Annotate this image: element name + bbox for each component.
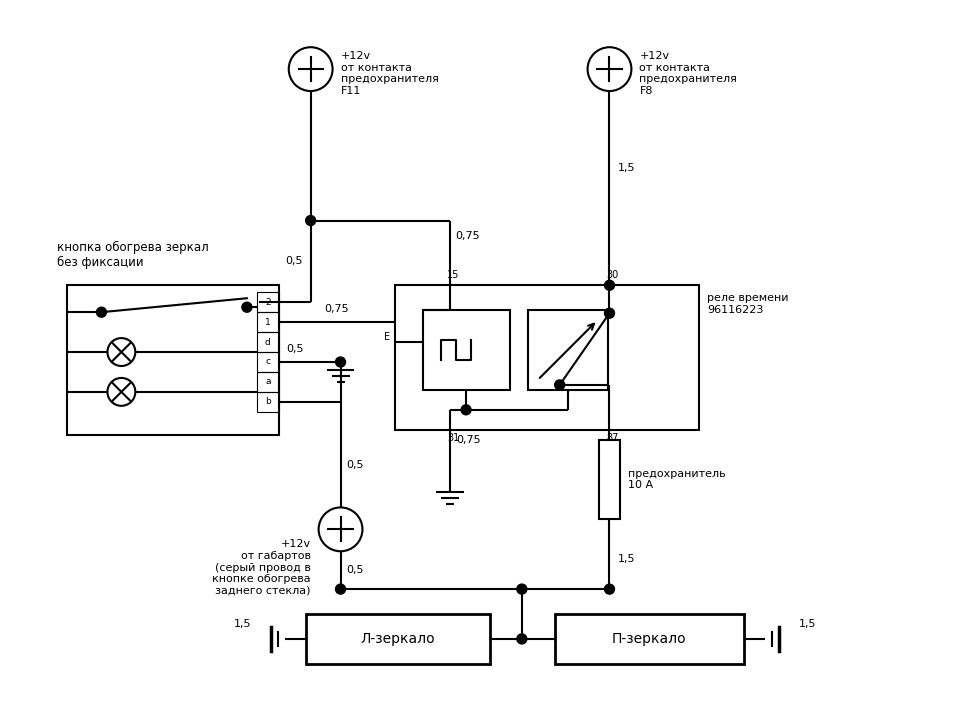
Text: кнопка обогрева зеркал
без фиксации: кнопка обогрева зеркал без фиксации xyxy=(57,240,208,269)
Text: 1,5: 1,5 xyxy=(617,163,635,173)
Circle shape xyxy=(461,405,471,415)
Text: +12v
от контакта
предохранителя
F11: +12v от контакта предохранителя F11 xyxy=(341,51,439,96)
Text: 0,5: 0,5 xyxy=(347,565,364,575)
Text: Л-зеркало: Л-зеркало xyxy=(360,632,435,646)
Text: 0,5: 0,5 xyxy=(287,344,304,354)
Bar xyxy=(305,614,490,664)
Text: 1,5: 1,5 xyxy=(617,554,635,564)
Text: b: b xyxy=(265,397,271,406)
Circle shape xyxy=(108,378,135,406)
Text: a: a xyxy=(265,377,271,387)
Bar xyxy=(66,285,278,435)
Text: 0,75: 0,75 xyxy=(456,435,481,445)
Text: E: E xyxy=(384,332,391,342)
Text: 1,5: 1,5 xyxy=(233,619,251,629)
Bar xyxy=(598,440,620,519)
Text: реле времени
96116223: реле времени 96116223 xyxy=(708,293,788,315)
Bar xyxy=(423,310,510,390)
Circle shape xyxy=(605,280,614,290)
Text: d: d xyxy=(265,338,271,346)
Text: 0,75: 0,75 xyxy=(324,304,348,314)
Text: 1,5: 1,5 xyxy=(799,619,816,629)
Text: 0,75: 0,75 xyxy=(455,230,480,240)
Text: П-зеркало: П-зеркало xyxy=(612,632,686,646)
Circle shape xyxy=(242,302,252,312)
Text: 15: 15 xyxy=(447,270,460,280)
Text: предохранитель
10 А: предохранитель 10 А xyxy=(629,469,726,490)
Text: 30: 30 xyxy=(607,270,619,280)
Circle shape xyxy=(516,634,527,644)
Bar xyxy=(528,310,608,390)
Text: 2: 2 xyxy=(265,298,271,307)
Circle shape xyxy=(336,357,346,367)
Circle shape xyxy=(605,308,614,318)
Bar xyxy=(257,332,278,352)
Text: c: c xyxy=(265,358,271,366)
Text: 31: 31 xyxy=(447,433,460,443)
Bar xyxy=(257,372,278,392)
Circle shape xyxy=(336,584,346,594)
Text: +12v
от контакта
предохранителя
F8: +12v от контакта предохранителя F8 xyxy=(639,51,737,96)
Text: 87: 87 xyxy=(607,433,619,443)
Text: +12v
от габартов
(серый провод в
кнопке обогрева
заднего стекла): +12v от габартов (серый провод в кнопке … xyxy=(212,539,311,595)
Circle shape xyxy=(305,215,316,225)
Bar xyxy=(257,312,278,332)
Text: 1: 1 xyxy=(265,318,271,327)
Circle shape xyxy=(516,584,527,594)
Bar xyxy=(257,352,278,372)
Text: 0,5: 0,5 xyxy=(347,459,364,469)
Bar xyxy=(257,292,278,312)
Bar xyxy=(555,614,744,664)
Circle shape xyxy=(555,380,564,390)
Circle shape xyxy=(605,584,614,594)
Bar xyxy=(396,285,699,430)
Bar xyxy=(257,392,278,412)
Circle shape xyxy=(97,307,107,318)
Text: 0,5: 0,5 xyxy=(285,256,302,266)
Circle shape xyxy=(108,338,135,366)
